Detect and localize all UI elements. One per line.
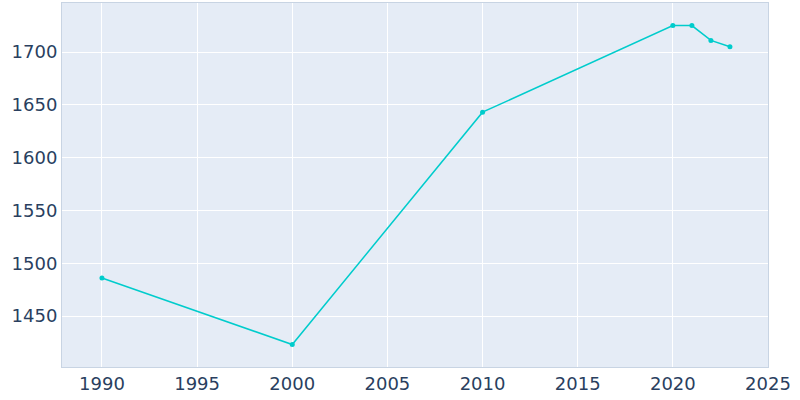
svg-text:1450: 1450 [12, 305, 58, 326]
svg-text:1995: 1995 [174, 373, 220, 394]
svg-text:2000: 2000 [269, 373, 315, 394]
svg-text:1550: 1550 [12, 200, 58, 221]
svg-text:2020: 2020 [650, 373, 696, 394]
svg-text:2025: 2025 [745, 373, 791, 394]
svg-text:2015: 2015 [555, 373, 601, 394]
svg-text:2005: 2005 [365, 373, 411, 394]
svg-text:1500: 1500 [12, 253, 58, 274]
svg-text:1990: 1990 [79, 373, 125, 394]
svg-text:1600: 1600 [12, 147, 58, 168]
svg-text:1650: 1650 [12, 94, 58, 115]
svg-text:2010: 2010 [460, 373, 506, 394]
svg-text:1700: 1700 [12, 41, 58, 62]
